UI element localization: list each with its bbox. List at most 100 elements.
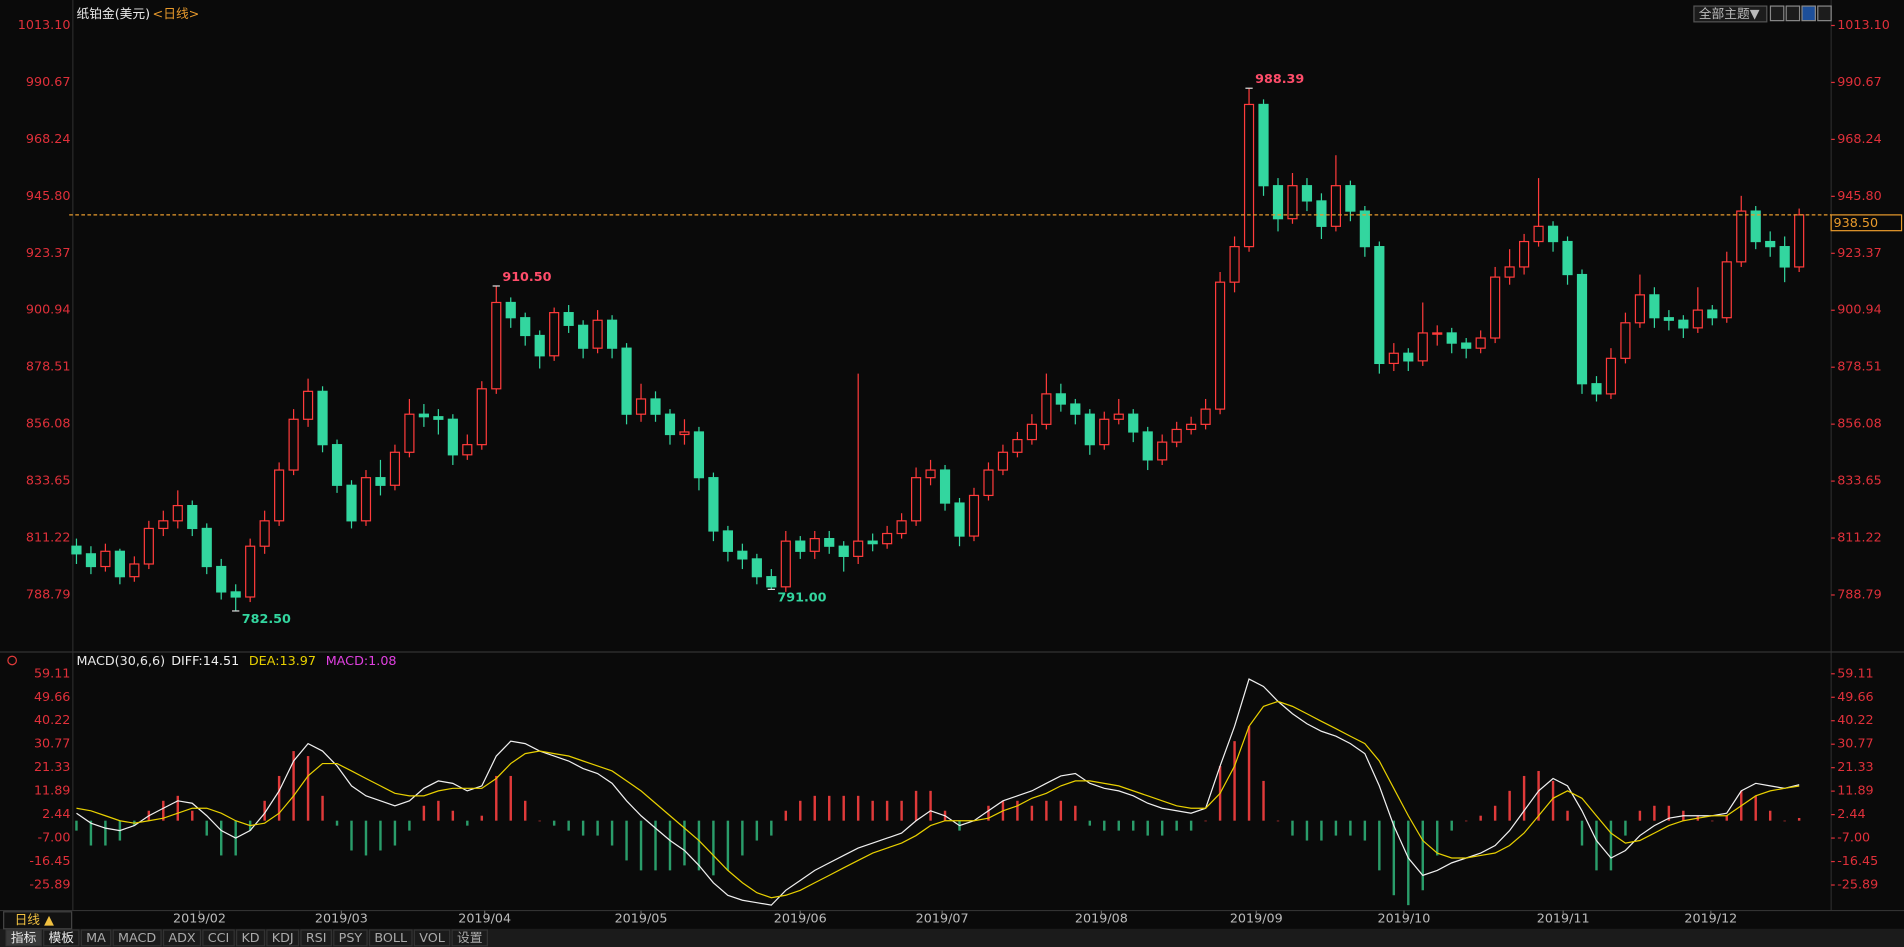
- candle-body: [1490, 276, 1501, 339]
- legend-entry: DIFF:14.51: [171, 654, 239, 669]
- legend-entry: DEA:13.97: [249, 654, 316, 669]
- y-tick-label-right: 811.22: [1837, 531, 1882, 546]
- macd-bar: [639, 820, 643, 871]
- candle-body: [1099, 418, 1110, 446]
- macd-bar: [900, 800, 903, 821]
- toolbar-tab[interactable]: CCI: [208, 931, 230, 946]
- candle-body: [1316, 200, 1327, 227]
- icon[interactable]: [1801, 5, 1816, 22]
- toolbar-tab-bg[interactable]: [451, 929, 488, 947]
- candle-body: [1041, 393, 1052, 425]
- toolbar-tab-bg[interactable]: [300, 929, 332, 947]
- toolbar-tab[interactable]: ADX: [168, 931, 196, 946]
- macd-bar: [277, 775, 281, 821]
- period-box[interactable]: [3, 911, 73, 930]
- toolbar-tab[interactable]: MACD: [118, 931, 156, 946]
- toolbar-tab-bg[interactable]: [266, 929, 300, 947]
- toolbar-tab[interactable]: PSY: [339, 931, 363, 946]
- candle-body: [129, 563, 140, 578]
- macd-bar: [1407, 820, 1410, 906]
- candle-body: [1794, 214, 1805, 268]
- toolbar-tab-bg[interactable]: [112, 929, 162, 947]
- candle-body: [1200, 408, 1211, 425]
- period-selector[interactable]: 日线 ▲: [15, 913, 55, 928]
- candle-body: [491, 301, 502, 390]
- toolbar-tab-bg[interactable]: [235, 929, 266, 947]
- candle-body: [1258, 103, 1269, 187]
- y-tick-label-right: 11.89: [1837, 784, 1873, 799]
- candle-body: [1446, 332, 1457, 344]
- candle-body: [360, 477, 372, 522]
- macd-bar: [524, 800, 527, 821]
- macd-bar: [1305, 820, 1309, 841]
- toolbar-tab[interactable]: KDJ: [272, 931, 294, 946]
- candle-body: [462, 444, 473, 456]
- toolbar-tab[interactable]: 模板: [49, 931, 75, 946]
- macd-bar: [1030, 805, 1034, 821]
- theme-menu[interactable]: 全部主题▼: [1699, 6, 1760, 22]
- toolbar-tab[interactable]: 指标: [11, 931, 37, 946]
- candle-body: [867, 540, 878, 545]
- annotation: 910.50: [502, 270, 551, 285]
- icon[interactable]: [1769, 5, 1785, 22]
- macd-bar: [1233, 741, 1236, 821]
- candle-body: [230, 591, 241, 598]
- icon[interactable]: [1785, 5, 1801, 22]
- macd-bar: [712, 820, 715, 876]
- toolbar-tab-bg[interactable]: [368, 929, 413, 947]
- x-tick-label: 2019/12: [1684, 912, 1737, 927]
- toolbar-tab-bg[interactable]: [202, 929, 235, 947]
- macd-bar: [1421, 820, 1424, 891]
- candle-body: [578, 324, 589, 349]
- x-tick-label: 2019/07: [916, 912, 969, 927]
- toolbar-tab[interactable]: 设置: [457, 931, 483, 946]
- toolbar-tab[interactable]: KD: [241, 931, 259, 946]
- candle-body: [274, 469, 285, 522]
- macd-bar: [422, 805, 426, 821]
- candle-body: [1634, 294, 1646, 324]
- candle-body: [187, 504, 198, 530]
- macd-bar: [1783, 820, 1786, 822]
- toolbar-tab-bg[interactable]: [43, 929, 80, 947]
- macd-bar: [1479, 815, 1482, 821]
- toolbar-tab[interactable]: RSI: [306, 931, 327, 946]
- y-tick-label-right: 878.51: [1837, 360, 1882, 375]
- toolbar-tab[interactable]: MA: [86, 931, 106, 946]
- macd-bar: [770, 820, 773, 836]
- toolbar-tab-bg[interactable]: [80, 929, 112, 947]
- toolbar-tab-bg[interactable]: [413, 929, 451, 947]
- macd-bar: [1508, 790, 1511, 821]
- macd-bar: [987, 805, 990, 821]
- toolbar-tab-bg[interactable]: [5, 929, 42, 947]
- toolbar-tab-bg[interactable]: [333, 929, 368, 947]
- toolbar-tab[interactable]: BOLL: [374, 931, 408, 946]
- macd-bar: [1768, 810, 1772, 821]
- y-tick-label: 21.33: [34, 760, 70, 775]
- macd-bar: [335, 820, 339, 826]
- x-tick-label: 2019/06: [774, 912, 827, 927]
- candle-body: [85, 553, 97, 568]
- candle-body: [954, 502, 965, 537]
- y-tick-label-right: -16.45: [1837, 854, 1878, 869]
- candle-body: [635, 398, 647, 415]
- candle-body: [100, 550, 111, 568]
- macd-bar: [1146, 820, 1149, 836]
- candle-body: [1301, 185, 1313, 202]
- icon[interactable]: [1817, 5, 1832, 22]
- macd-bar: [885, 800, 889, 821]
- candle-body: [1475, 337, 1486, 349]
- candle-body: [563, 312, 574, 326]
- macd-bar: [1711, 820, 1714, 822]
- pane-icon: [7, 655, 17, 666]
- macd-bar: [205, 820, 208, 836]
- toolbar-tab[interactable]: VOL: [419, 931, 446, 946]
- candle-body: [722, 530, 733, 552]
- candle-body: [751, 558, 762, 578]
- y-tick-label-right: 856.08: [1837, 417, 1882, 432]
- x-tick-label: 2019/02: [173, 912, 226, 927]
- candle-body: [939, 469, 951, 504]
- annotation: 988.39: [1255, 72, 1304, 87]
- toolbar-tab-bg[interactable]: [162, 929, 202, 947]
- macd-bar: [451, 810, 455, 821]
- theme-menu-box[interactable]: [1693, 5, 1768, 23]
